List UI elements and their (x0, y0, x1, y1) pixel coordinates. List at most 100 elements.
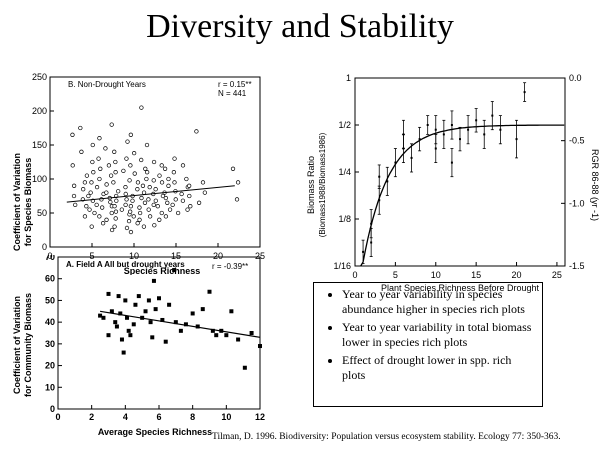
plot-frame (355, 78, 565, 266)
data-point (110, 211, 114, 215)
data-point (85, 174, 89, 178)
data-point (83, 215, 87, 219)
data-point (167, 303, 171, 307)
right-y-tick-label: -1.0 (569, 198, 585, 208)
data-point (109, 174, 113, 178)
data-point (229, 309, 233, 313)
y-axis-label-line2: for Species Biomass (23, 158, 33, 247)
data-point (154, 199, 158, 203)
data-point (113, 320, 117, 324)
data-point (133, 172, 137, 176)
y-tick-label: 1/2 (338, 120, 351, 130)
data-point (117, 294, 121, 298)
bullet-item: Effect of drought lower in spp. rich plo… (342, 353, 536, 383)
data-point (491, 115, 493, 117)
data-point (113, 204, 117, 208)
data-point (73, 203, 77, 207)
data-point (165, 201, 169, 205)
data-point (127, 329, 131, 333)
y-tick-label: 1 (346, 73, 351, 83)
bullet-box: Year to year variability in species abun… (313, 282, 543, 407)
data-point (167, 177, 171, 181)
y-tick-label: 30 (45, 339, 55, 349)
data-point (180, 192, 184, 196)
data-point (71, 164, 75, 168)
chart-svg: Biomass Ratio (Biomass1988/Biomass1986) … (300, 70, 600, 295)
chart-svg: Coefficient of Variation for Community B… (0, 255, 290, 445)
stats-r: r = 0.15** (218, 80, 252, 89)
data-point (148, 215, 152, 219)
data-point (88, 208, 92, 212)
chart-svg: Coefficient of Variation for Species Bio… (0, 70, 295, 275)
y-tick-label: 50 (45, 295, 55, 305)
data-point (91, 143, 95, 147)
data-point (124, 203, 128, 207)
data-point (203, 191, 207, 195)
data-point (129, 230, 133, 234)
data-point (125, 226, 129, 230)
data-point (191, 311, 195, 315)
data-point (145, 170, 149, 174)
data-point (120, 338, 124, 342)
data-point (475, 119, 477, 121)
data-point (163, 167, 167, 171)
x-tick-label: 0 (352, 270, 357, 280)
x-tick-label: 12 (255, 412, 265, 422)
data-point (100, 206, 104, 210)
y-axis-label-line1: Coefficient of Variation (12, 153, 22, 251)
y-axis-label-line2: for Community Biomass (23, 293, 33, 397)
data-point (451, 162, 453, 164)
x-tick-label: 8 (190, 412, 195, 422)
data-point (181, 164, 185, 168)
panel-label: B. Non-Drought Years (68, 80, 146, 89)
data-point (499, 129, 501, 131)
data-point (116, 189, 120, 193)
data-point (459, 138, 461, 140)
data-point (127, 219, 131, 223)
slide-title: Diversity and Stability (0, 8, 600, 46)
right-y-tick-label: -1.5 (569, 261, 585, 271)
stats-n: N = 441 (218, 89, 247, 98)
data-point (138, 206, 142, 210)
data-point (120, 208, 124, 212)
x-tick-label: 10 (221, 412, 231, 422)
y-tick-label: 70 (45, 255, 55, 262)
y-tick-label: 1/4 (338, 167, 351, 177)
data-point (156, 204, 160, 208)
data-point (189, 204, 193, 208)
data-point (132, 215, 136, 219)
data-point (114, 170, 118, 174)
data-point (112, 181, 116, 185)
data-point (129, 133, 133, 137)
data-point (113, 225, 117, 229)
data-point (143, 167, 147, 171)
x-tick-label: 15 (471, 270, 481, 280)
y-tick-label: 0 (50, 404, 55, 414)
data-point (158, 174, 162, 178)
data-point (157, 296, 161, 300)
y-axis-label-line2: (Biomass1988/Biomass1986) (318, 132, 327, 237)
y-tick-label: 50 (37, 208, 47, 218)
data-point (137, 294, 141, 298)
data-point (114, 160, 118, 164)
data-point (101, 316, 105, 320)
data-point (516, 138, 518, 140)
data-point (164, 340, 168, 344)
y-tick-label: 250 (32, 72, 47, 82)
data-point (185, 177, 189, 181)
data-point (164, 215, 168, 219)
data-point (152, 203, 156, 207)
data-point (362, 251, 364, 253)
data-point (131, 199, 135, 203)
data-point (109, 200, 113, 204)
data-point (136, 187, 140, 191)
data-point (72, 184, 76, 188)
data-point (129, 164, 133, 168)
data-point (150, 335, 154, 339)
data-point (98, 215, 102, 219)
y-tick-label: 100 (32, 174, 47, 184)
bullet-item: Year to year variability in total biomas… (342, 320, 536, 350)
data-point (145, 177, 149, 181)
data-point (208, 290, 212, 294)
bullet-item: Year to year variability in species abun… (342, 287, 536, 317)
